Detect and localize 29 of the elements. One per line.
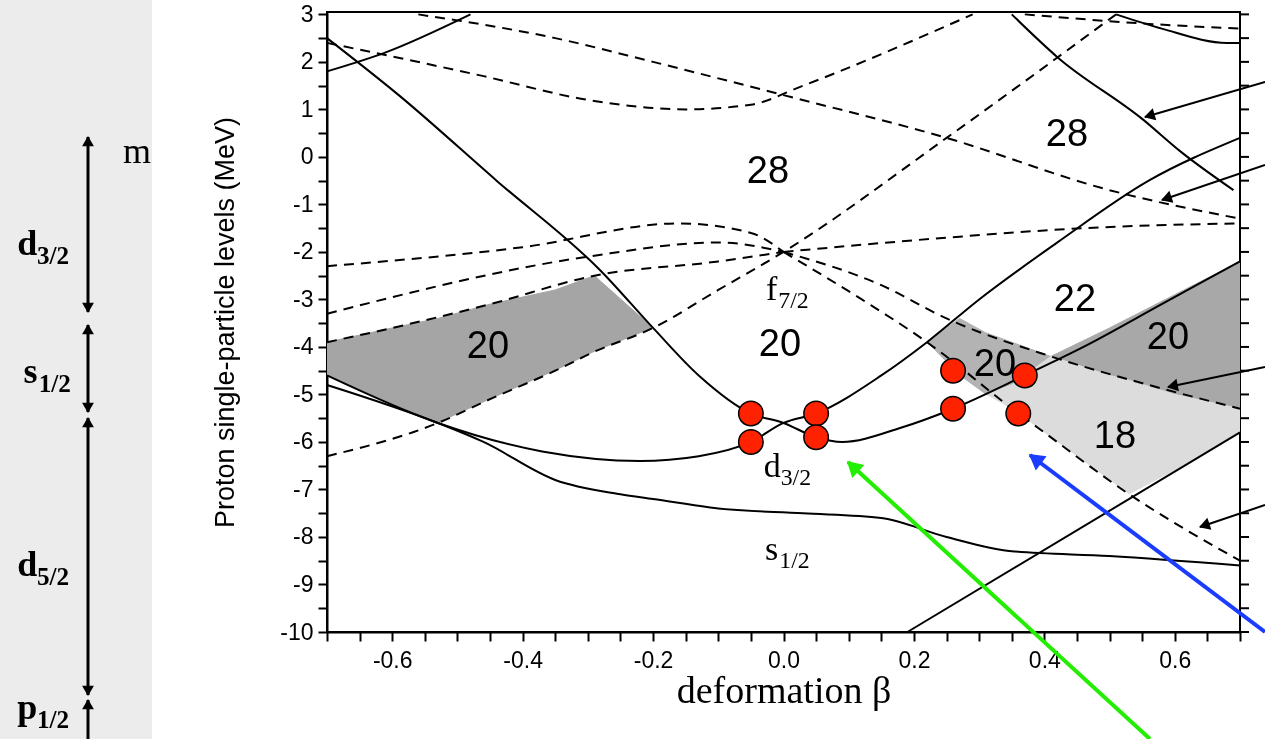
y-tick-label: -8 <box>293 523 314 550</box>
y-tick-label: 2 <box>300 48 314 75</box>
y-tick-label: -2 <box>293 238 314 265</box>
annotation: 20 <box>758 322 802 364</box>
y-tick-label: -10 <box>280 618 314 645</box>
x-tick-label: -0.4 <box>503 646 544 673</box>
annotation: 28 <box>1045 112 1089 154</box>
y-axis-title: Proton single-particle levels (MeV) <box>210 116 241 529</box>
x-tick-label: 0.2 <box>898 646 931 673</box>
y-tick-label: -4 <box>293 333 314 360</box>
y-tick-label: 1 <box>300 95 314 122</box>
y-tick-label: 0 <box>300 143 314 170</box>
x-tick-label: 0.6 <box>1159 646 1192 673</box>
annotation: 20 <box>1146 315 1190 357</box>
annotation: 20 <box>973 342 1017 384</box>
annotation: 22 <box>1053 277 1097 319</box>
y-tick-label: -9 <box>293 570 314 597</box>
y-tick-label: -6 <box>293 428 314 455</box>
x-tick-label: -0.2 <box>633 646 674 673</box>
y-tick-label: -5 <box>293 380 314 407</box>
annotation: 28 <box>746 149 790 191</box>
y-tick-label: 3 <box>300 0 314 27</box>
annotation: 20 <box>466 324 510 366</box>
text: m <box>122 131 152 171</box>
annotation: 18 <box>1093 414 1137 456</box>
y-tick-label: -3 <box>293 285 314 312</box>
x-tick-label: -0.6 <box>372 646 413 673</box>
y-tick-label: -7 <box>293 475 314 502</box>
y-tick-label: -1 <box>293 190 314 217</box>
